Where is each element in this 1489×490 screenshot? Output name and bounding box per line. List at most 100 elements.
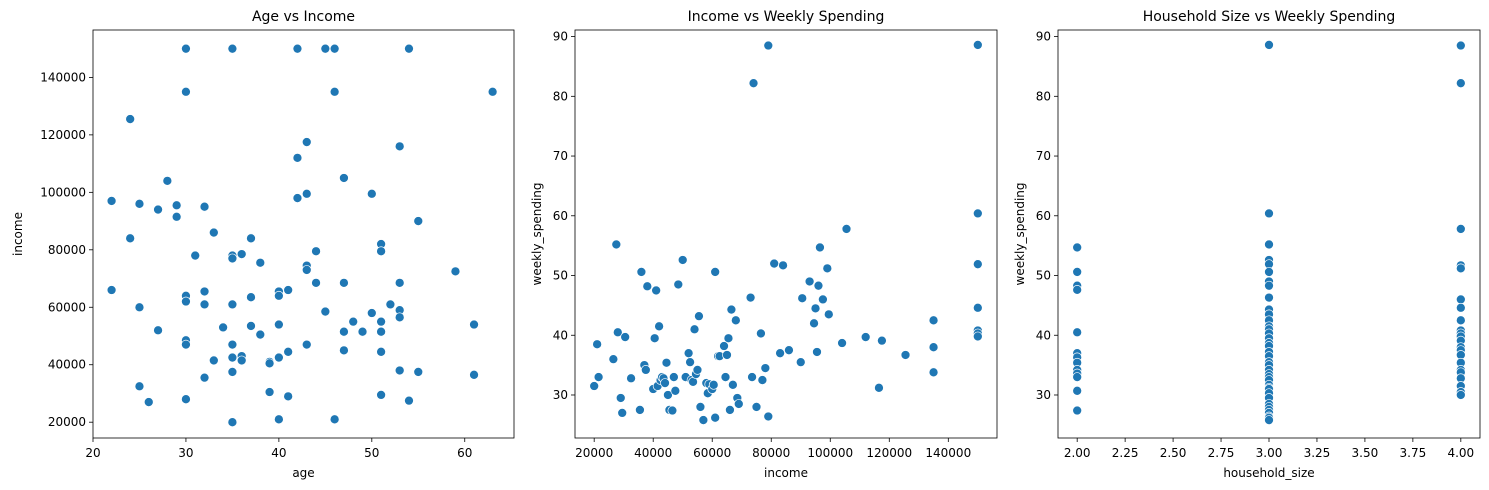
data-point <box>1455 315 1466 326</box>
data-point <box>795 357 806 367</box>
scatter-points <box>106 43 498 428</box>
data-point <box>227 299 238 310</box>
data-point <box>1455 224 1466 234</box>
y-tick-label: 80 <box>1036 89 1051 103</box>
data-point <box>236 355 247 366</box>
data-point <box>654 321 664 332</box>
y-tick-label: 70 <box>553 149 568 163</box>
data-point <box>125 114 136 124</box>
y-tick-label: 40 <box>1036 328 1051 342</box>
x-tick-label: 40 <box>271 446 286 460</box>
y-axis-label: weekly_spending <box>1013 183 1027 286</box>
y-tick-label: 70 <box>1036 149 1051 163</box>
data-point <box>663 390 673 400</box>
data-point <box>181 86 191 97</box>
data-point <box>725 405 735 415</box>
data-point <box>810 303 821 314</box>
data-point <box>236 249 247 259</box>
y-tick-label: 30 <box>553 388 568 402</box>
data-point <box>208 355 219 366</box>
data-point <box>301 188 312 199</box>
y-tick-label: 90 <box>553 30 568 44</box>
data-point <box>339 345 349 356</box>
data-point <box>728 379 738 390</box>
data-point <box>592 339 602 350</box>
data-point <box>692 365 703 375</box>
data-point <box>376 326 386 337</box>
data-point <box>153 325 163 336</box>
data-point <box>710 412 721 423</box>
data-point <box>636 267 647 277</box>
data-point <box>394 312 405 323</box>
data-point <box>274 319 284 330</box>
data-point <box>698 415 709 425</box>
data-point <box>784 345 794 356</box>
data-point <box>757 375 768 385</box>
data-point <box>125 233 136 244</box>
scatter-points <box>1072 40 1466 425</box>
panel-household-size-vs-weekly-spending: Household Size vs Weekly Spending 2.00 2.… <box>1013 9 1481 480</box>
data-point <box>274 290 284 301</box>
data-point <box>404 43 414 54</box>
x-tick-label: 20000 <box>575 446 613 460</box>
panel-age-vs-income: Age vs Income 20 30 40 50 60 20000 40000 60000… <box>11 9 515 480</box>
data-point <box>1455 263 1466 274</box>
x-tick-label: 80000 <box>752 446 790 460</box>
y-axis-label: weekly_spending <box>530 183 544 286</box>
data-point <box>134 302 145 313</box>
data-point <box>171 211 182 222</box>
data-point <box>1455 390 1466 400</box>
data-point <box>199 201 210 212</box>
data-point <box>274 414 284 425</box>
data-point <box>292 193 303 203</box>
data-point <box>769 258 780 269</box>
data-point <box>763 40 774 51</box>
data-point <box>874 382 884 393</box>
x-axis: 20000 40000 60000 80000 100000 120000 140000 <box>575 438 971 460</box>
y-tick-label: 140000 <box>40 70 86 84</box>
data-point <box>972 40 983 50</box>
data-point <box>246 233 256 244</box>
y-tick-label: 40 <box>553 328 568 342</box>
data-point <box>733 399 744 409</box>
data-point <box>366 308 377 318</box>
data-point <box>208 227 219 238</box>
data-point <box>649 333 660 344</box>
data-point <box>1455 302 1466 313</box>
data-point <box>264 387 275 397</box>
data-point <box>710 267 721 277</box>
data-point <box>928 367 939 378</box>
data-point <box>246 292 256 303</box>
data-point <box>593 372 604 382</box>
data-point <box>611 239 622 250</box>
data-point <box>669 372 679 382</box>
data-point <box>651 285 662 296</box>
x-tick-label: 20 <box>85 446 100 460</box>
data-point <box>673 279 684 290</box>
data-point <box>227 367 238 377</box>
data-point <box>134 198 145 209</box>
x-axis-label: household_size <box>1223 466 1314 480</box>
data-point <box>756 328 766 339</box>
data-point <box>615 393 626 403</box>
chart-title: Age vs Income <box>252 9 355 25</box>
y-tick-label: 60 <box>1036 209 1051 223</box>
data-point <box>748 78 759 89</box>
scatter-points <box>589 40 983 425</box>
x-axis: 20 30 40 50 60 <box>85 438 472 460</box>
data-point <box>1455 40 1466 51</box>
data-point <box>339 277 349 288</box>
y-tick-label: 30 <box>1036 388 1051 402</box>
data-point <box>683 348 694 359</box>
x-tick-label: 2.75 <box>1208 446 1235 460</box>
data-point <box>823 309 834 320</box>
data-point <box>640 365 651 375</box>
x-tick-label: 4.00 <box>1447 446 1474 460</box>
data-point <box>376 246 386 257</box>
x-tick-label: 100000 <box>807 446 853 460</box>
x-axis-label: income <box>764 466 808 480</box>
axes-frame <box>1057 29 1481 439</box>
data-point <box>311 246 321 257</box>
data-point <box>181 296 191 307</box>
